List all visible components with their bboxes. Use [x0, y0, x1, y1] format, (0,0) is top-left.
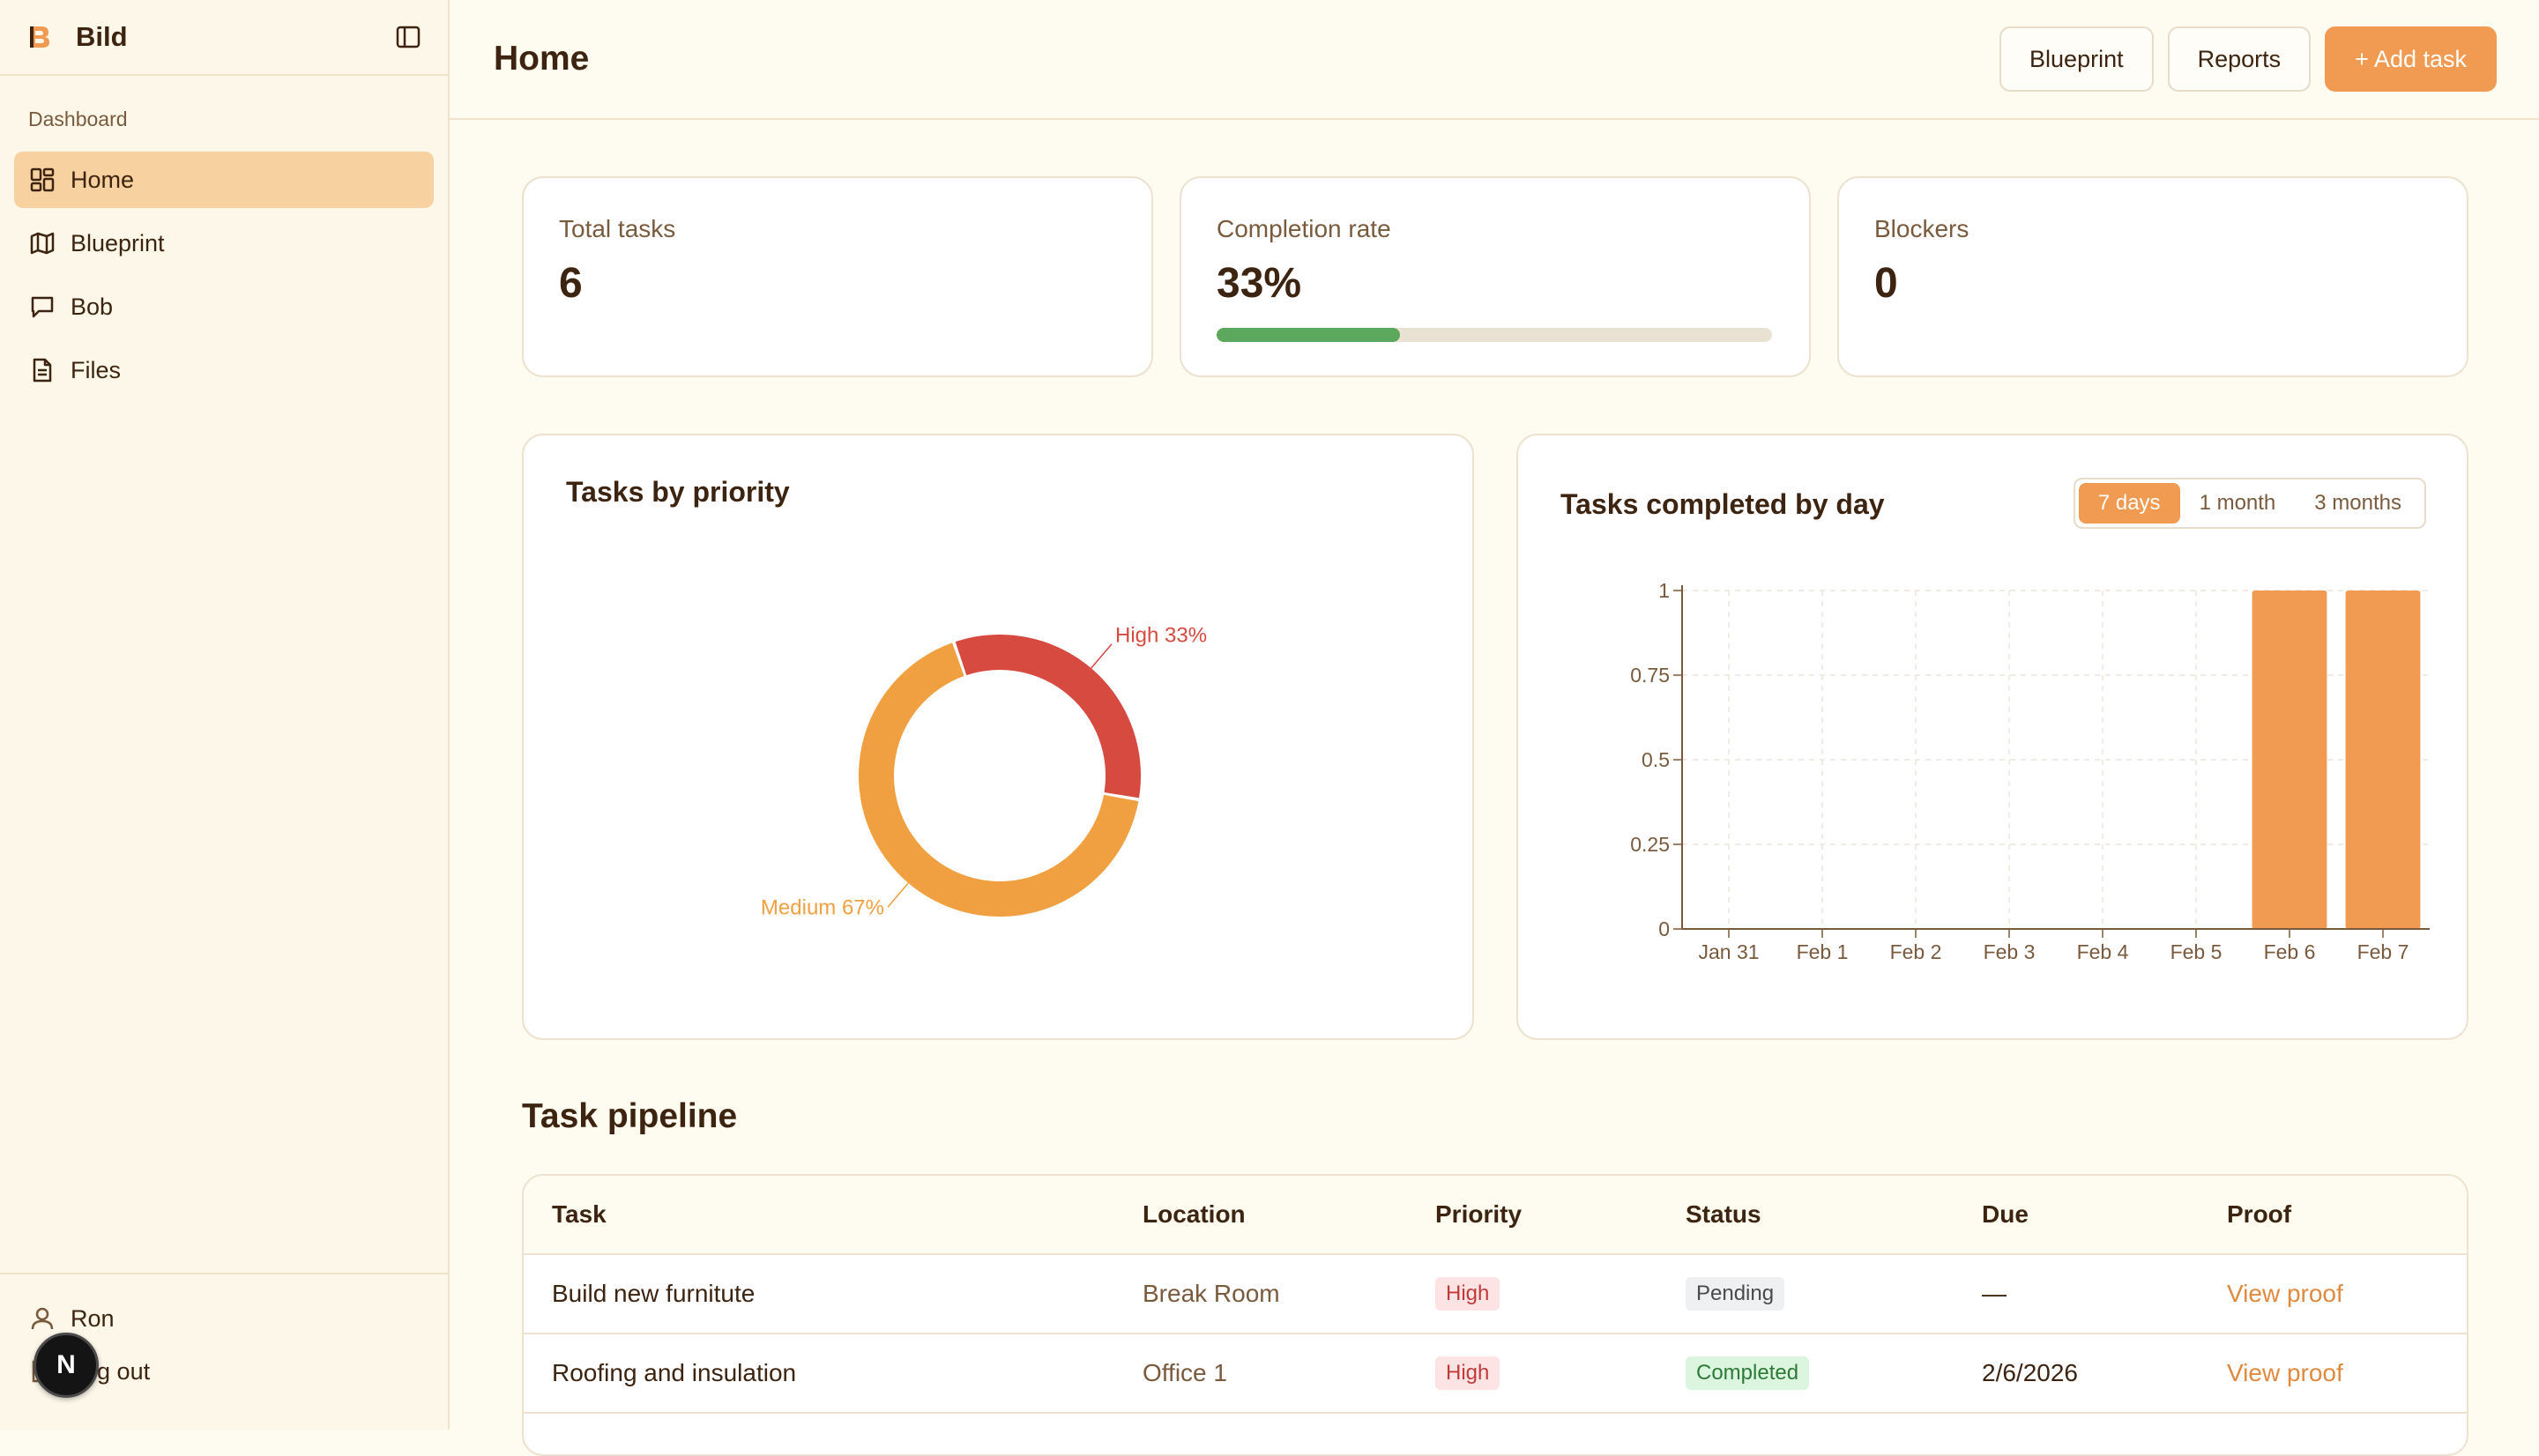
table-row[interactable] [524, 1414, 2467, 1454]
blueprint-button[interactable]: Blueprint [1999, 26, 2154, 92]
completion-progress-bar [1217, 328, 1772, 342]
reports-button[interactable]: Reports [2167, 26, 2312, 92]
task-due: 2/6/2026 [1982, 1359, 2078, 1386]
view-proof-link[interactable]: View proof [2227, 1359, 2343, 1386]
chart-title: Tasks by priority [566, 476, 790, 508]
sidebar-nav: Home Blueprint Bob Files [0, 143, 448, 398]
total-tasks-card: Total tasks 6 [522, 176, 1153, 377]
sidebar-item-label: Blueprint [71, 229, 165, 256]
chart-title: Tasks completed by day [1560, 488, 1885, 520]
task-location: Break Room [1143, 1280, 1280, 1307]
priority-chart-card: Tasks by priority High 33% Medium 67% [522, 434, 1474, 1040]
y-tick-label: 1 [1658, 579, 1670, 602]
column-header-task: Task [552, 1200, 607, 1228]
bar-feb-6 [2252, 591, 2327, 929]
donut-slice-0 [955, 635, 1141, 799]
stat-label: Blockers [1874, 215, 1969, 242]
column-header-location: Location [1143, 1200, 1246, 1228]
x-tick-label: Feb 4 [2077, 940, 2129, 963]
stat-label: Total tasks [559, 215, 676, 242]
x-tick-label: Feb 1 [1797, 940, 1849, 963]
section-title: Task pipeline [522, 1097, 738, 1135]
sidebar-item-bob[interactable]: Bob [14, 279, 434, 335]
column-header-due: Due [1982, 1200, 2029, 1228]
table-row[interactable]: Build new furnitute Break Room High Pend… [524, 1255, 2467, 1334]
sidebar-item-label: Bob [71, 293, 114, 320]
range-toggle-group: 7 days 1 month 3 months [2073, 478, 2426, 529]
status-badge: Pending [1686, 1277, 1785, 1311]
sidebar-item-blueprint[interactable]: Blueprint [14, 215, 434, 271]
user-icon [31, 1307, 54, 1330]
range-7-days-button[interactable]: 7 days [2078, 483, 2180, 524]
column-header-proof: Proof [2227, 1200, 2292, 1228]
task-due: — [1982, 1280, 2007, 1307]
donut-leader-1 [887, 882, 909, 908]
x-tick-label: Jan 31 [1698, 940, 1759, 963]
task-name: Roofing and insulation [552, 1359, 797, 1386]
x-tick-label: Feb 6 [2264, 940, 2316, 963]
user-name: Ron [71, 1304, 115, 1332]
y-tick-label: 0.25 [1630, 833, 1670, 856]
view-proof-link[interactable]: View proof [2227, 1280, 2343, 1307]
range-1-month-button[interactable]: 1 month [2199, 491, 2276, 515]
table-header-row: Task Location Priority Status Due Proof [524, 1176, 2467, 1255]
sidebar-toggle-icon[interactable] [395, 24, 421, 50]
sidebar-header: Bild [0, 0, 448, 76]
stat-value: 6 [559, 260, 583, 307]
sidebar-item-home[interactable]: Home [14, 152, 434, 208]
sidebar-item-files[interactable]: Files [14, 342, 434, 398]
file-icon [33, 358, 52, 383]
map-icon [30, 232, 55, 255]
priority-badge: High [1435, 1356, 1500, 1390]
x-tick-label: Feb 5 [2170, 940, 2223, 963]
completed-by-day-card: Tasks completed by day 7 days 1 month 3 … [1516, 434, 2468, 1040]
y-tick-label: 0 [1658, 917, 1670, 940]
task-name: Build new furnitute [552, 1280, 756, 1307]
chat-icon [31, 296, 54, 318]
x-tick-label: Feb 2 [1890, 940, 1942, 963]
add-task-button[interactable]: + Add task [2325, 26, 2497, 92]
y-tick-label: 0.75 [1630, 664, 1670, 687]
bar-feb-7 [2345, 591, 2421, 929]
brand-name: Bild [76, 21, 128, 52]
priority-badge: High [1435, 1277, 1500, 1311]
stat-value: 33% [1217, 260, 1302, 307]
dashboard-grid-icon [30, 167, 55, 192]
completed-bar-chart: 0 0.25 0.5 0.75 1 Jan 31 Feb 1 Feb 2 Feb 3 Feb 4 F… [1630, 579, 2430, 963]
stat-label: Completion rate [1217, 215, 1391, 242]
column-header-status: Status [1686, 1200, 1761, 1228]
table-row[interactable]: Roofing and insulation Office 1 High Com… [524, 1334, 2467, 1414]
status-badge: Completed [1686, 1356, 1810, 1390]
priority-donut-chart: High 33% Medium 67% [761, 624, 1207, 920]
donut-leader-0 [1091, 643, 1113, 669]
sidebar-item-label: Home [71, 166, 135, 193]
y-tick-label: 0.5 [1642, 748, 1670, 771]
x-tick-label: Feb 7 [2357, 940, 2409, 963]
x-tick-label: Feb 3 [1984, 940, 2036, 963]
donut-label-0: High 33% [1115, 624, 1207, 648]
top-bar: Home Blueprint Reports + Add task [450, 0, 2539, 120]
page-title: Home [494, 40, 590, 78]
task-location: Office 1 [1143, 1359, 1227, 1386]
progress-fill [1217, 328, 1400, 342]
stat-value: 0 [1874, 260, 1898, 307]
range-3-months-button[interactable]: 3 months [2314, 491, 2401, 515]
task-pipeline-table: Task Location Priority Status Due Proof … [522, 1174, 2468, 1456]
sidebar: Bild Dashboard Home Blueprint Bob [0, 0, 450, 1430]
dev-tools-badge[interactable]: N [34, 1333, 99, 1398]
blockers-card: Blockers 0 [1837, 176, 2468, 377]
sidebar-section-label: Dashboard [28, 108, 128, 130]
user-row[interactable]: Ron [0, 1292, 448, 1345]
bild-logo-icon [30, 26, 49, 48]
completion-rate-card: Completion rate 33% [1180, 176, 1811, 377]
sidebar-item-label: Files [71, 356, 122, 383]
column-header-priority: Priority [1435, 1200, 1523, 1228]
donut-label-1: Medium 67% [761, 895, 884, 919]
